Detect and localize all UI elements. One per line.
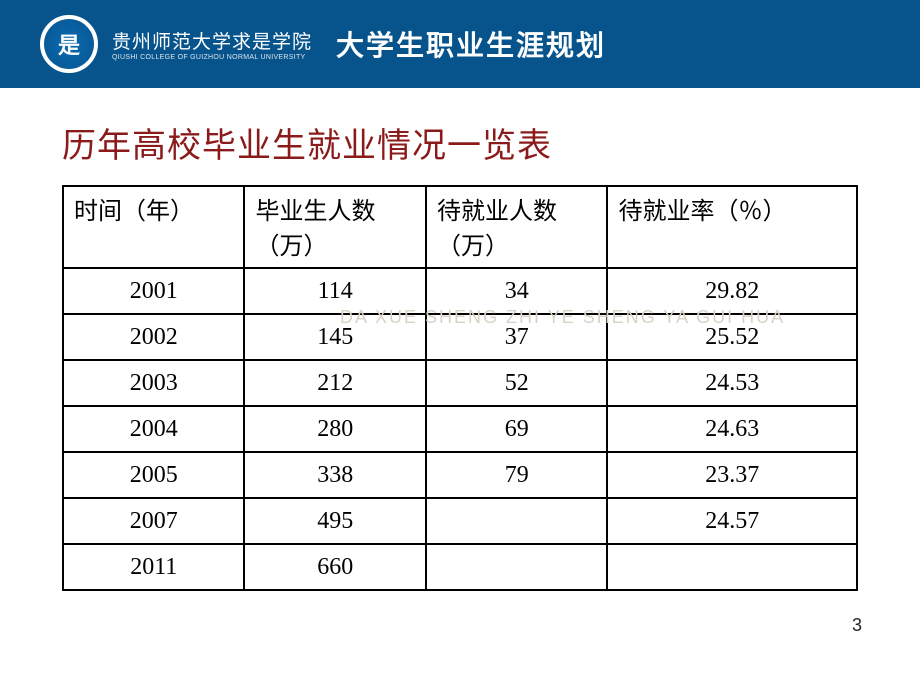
cell-grad: 145 bbox=[244, 314, 425, 360]
col-header-rate: 待就业率（％） bbox=[607, 186, 857, 268]
table-row: 2002 145 37 25.52 bbox=[63, 314, 857, 360]
logo-char: 是 bbox=[44, 19, 94, 69]
col-header-year: 时间（年） bbox=[63, 186, 244, 268]
cell-rate: 29.82 bbox=[607, 268, 857, 314]
cell-year: 2004 bbox=[63, 406, 244, 452]
employment-table: 时间（年） 毕业生人数（万） 待就业人数（万） 待就业率（％） 2001 114… bbox=[62, 185, 858, 591]
cell-grad: 280 bbox=[244, 406, 425, 452]
page-number: 3 bbox=[852, 615, 862, 636]
cell-year: 2002 bbox=[63, 314, 244, 360]
institution-name-cn: 贵州师范大学求是学院 bbox=[112, 27, 312, 54]
cell-wait bbox=[426, 544, 607, 590]
institution-logo: 是 bbox=[40, 15, 98, 73]
cell-grad: 338 bbox=[244, 452, 425, 498]
table-row: 2011 660 bbox=[63, 544, 857, 590]
table-row: 2005 338 79 23.37 bbox=[63, 452, 857, 498]
table-header-row: 时间（年） 毕业生人数（万） 待就业人数（万） 待就业率（％） bbox=[63, 186, 857, 268]
cell-year: 2003 bbox=[63, 360, 244, 406]
cell-wait: 34 bbox=[426, 268, 607, 314]
cell-rate: 24.57 bbox=[607, 498, 857, 544]
cell-wait: 37 bbox=[426, 314, 607, 360]
cell-year: 2011 bbox=[63, 544, 244, 590]
cell-wait: 69 bbox=[426, 406, 607, 452]
col-header-graduates: 毕业生人数（万） bbox=[244, 186, 425, 268]
cell-year: 2001 bbox=[63, 268, 244, 314]
table-row: 2003 212 52 24.53 bbox=[63, 360, 857, 406]
cell-grad: 212 bbox=[244, 360, 425, 406]
cell-grad: 114 bbox=[244, 268, 425, 314]
cell-rate: 23.37 bbox=[607, 452, 857, 498]
cell-year: 2005 bbox=[63, 452, 244, 498]
slide-title: 历年高校毕业生就业情况一览表 bbox=[62, 118, 858, 167]
course-title: 大学生职业生涯规划 bbox=[336, 24, 606, 64]
cell-year: 2007 bbox=[63, 498, 244, 544]
cell-rate: 24.53 bbox=[607, 360, 857, 406]
col-header-waiting: 待就业人数（万） bbox=[426, 186, 607, 268]
header-band: 是 贵州师范大学求是学院 QIUSHI COLLEGE OF GUIZHOU N… bbox=[0, 0, 920, 88]
cell-wait: 52 bbox=[426, 360, 607, 406]
cell-rate: 24.63 bbox=[607, 406, 857, 452]
cell-grad: 660 bbox=[244, 544, 425, 590]
cell-wait bbox=[426, 498, 607, 544]
table-row: 2007 495 24.57 bbox=[63, 498, 857, 544]
table-body: 2001 114 34 29.82 2002 145 37 25.52 2003… bbox=[63, 268, 857, 590]
cell-rate bbox=[607, 544, 857, 590]
cell-rate: 25.52 bbox=[607, 314, 857, 360]
table-row: 2001 114 34 29.82 bbox=[63, 268, 857, 314]
cell-grad: 495 bbox=[244, 498, 425, 544]
institution-name-en: QIUSHI COLLEGE OF GUIZHOU NORMAL UNIVERS… bbox=[112, 54, 312, 61]
slide-content: 历年高校毕业生就业情况一览表 时间（年） 毕业生人数（万） 待就业人数（万） 待… bbox=[0, 88, 920, 591]
table-row: 2004 280 69 24.63 bbox=[63, 406, 857, 452]
institution-name-block: 贵州师范大学求是学院 QIUSHI COLLEGE OF GUIZHOU NOR… bbox=[112, 27, 312, 61]
cell-wait: 79 bbox=[426, 452, 607, 498]
